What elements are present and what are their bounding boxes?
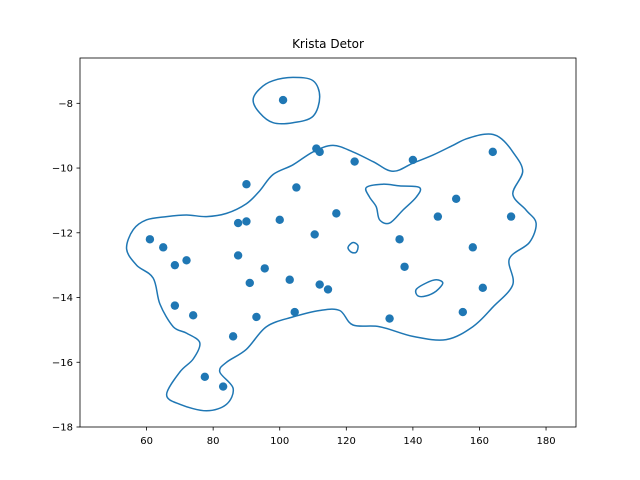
y-tick-label--8: −8: [58, 99, 73, 110]
data-point-30: [170, 301, 180, 310]
contour-line-0: [125, 133, 537, 412]
axes-layer: 60 80 100 120 140 160 180 −18 −16 −14 −12 −10 −8: [52, 57, 577, 447]
data-point-16: [145, 235, 155, 244]
x-tick-label-160: 160: [470, 436, 489, 447]
data-point-7: [292, 183, 301, 192]
x-tick-label-100: 100: [270, 436, 289, 447]
data-point-6: [242, 180, 251, 189]
data-point-19: [182, 256, 191, 265]
data-point-25: [245, 278, 254, 288]
data-point-14: [275, 215, 284, 225]
data-point-11: [506, 212, 516, 221]
data-point-8: [332, 209, 341, 218]
x-tick-label-140: 140: [403, 436, 422, 447]
data-point-36: [228, 332, 238, 341]
data-point-26: [285, 275, 294, 284]
data-point-15: [310, 230, 319, 239]
contour-line-3: [347, 241, 359, 254]
y-tick-label--10: −10: [52, 164, 73, 175]
data-point-23: [400, 262, 409, 271]
x-tick-label-120: 120: [337, 436, 356, 447]
data-point-21: [395, 235, 404, 244]
points-layer: [145, 95, 516, 391]
y-tick-label--14: −14: [52, 293, 73, 304]
contour-line-1: [252, 76, 321, 125]
data-point-20: [233, 251, 243, 260]
x-tick-label-60: 60: [140, 436, 153, 447]
data-point-5: [488, 147, 497, 157]
data-point-2: [315, 147, 324, 157]
data-point-28: [323, 285, 333, 294]
data-point-4: [408, 155, 418, 165]
x-tick-label-80: 80: [207, 436, 220, 447]
data-point-17: [159, 243, 168, 252]
data-point-31: [188, 311, 198, 320]
contour-line-4: [414, 278, 444, 298]
data-point-27: [315, 280, 324, 289]
x-tick-label-180: 180: [536, 436, 555, 447]
axes-frame: [79, 57, 577, 428]
data-point-35: [458, 307, 468, 317]
data-point-10: [433, 212, 443, 221]
data-point-9: [451, 194, 461, 204]
y-tick-label--18: −18: [52, 423, 73, 434]
data-point-24: [260, 264, 269, 273]
data-point-34: [385, 314, 394, 323]
data-point-32: [252, 312, 261, 322]
contour-line-2: [364, 183, 422, 225]
data-point-0: [278, 95, 288, 105]
y-tick-label--12: −12: [52, 228, 73, 239]
data-point-3: [350, 157, 359, 166]
data-point-38: [218, 382, 228, 391]
data-point-12: [233, 218, 243, 228]
y-tick-label--16: −16: [52, 358, 73, 369]
data-point-22: [468, 243, 478, 252]
data-point-18: [170, 260, 180, 270]
data-point-29: [478, 283, 487, 293]
data-point-37: [200, 372, 210, 382]
data-point-33: [290, 307, 299, 317]
chart-title: Krista Detor: [292, 37, 364, 51]
contour-layer: [125, 76, 537, 412]
data-point-13: [242, 217, 251, 226]
